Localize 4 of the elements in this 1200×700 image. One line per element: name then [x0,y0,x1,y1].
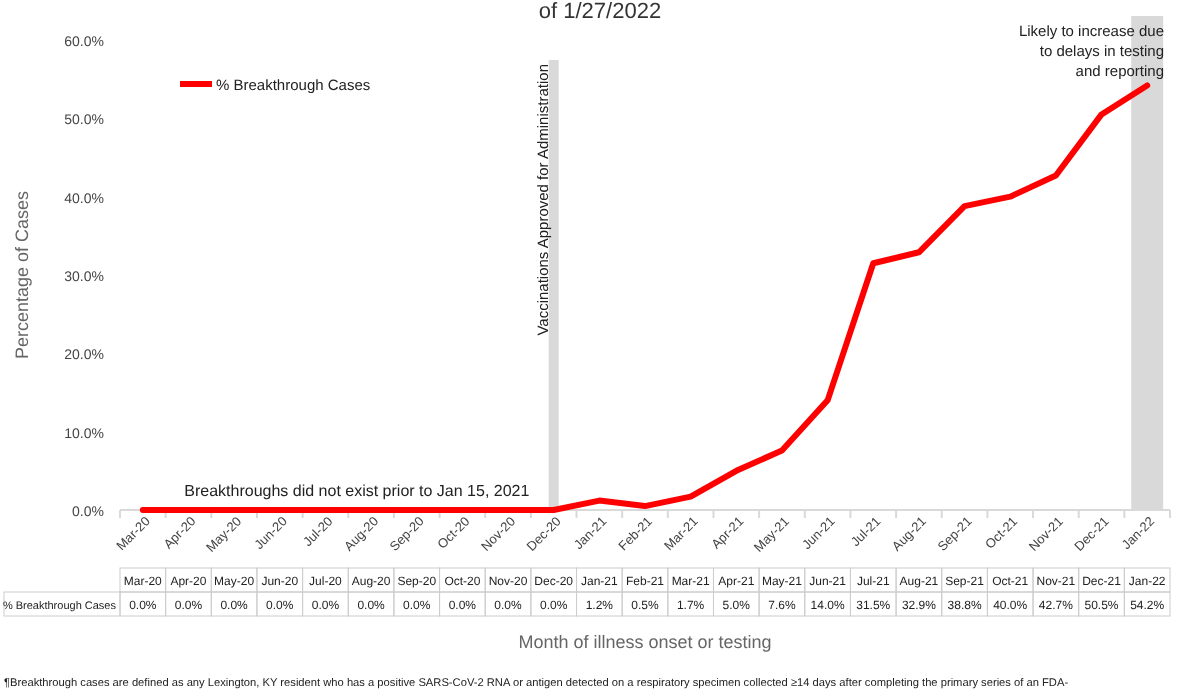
chart-title: of 1/27/2022 [538,0,662,24]
annotation: Breakthroughs did not exist prior to Jan 15, 2021 [184,482,531,500]
x-axis-title: Month of illness onset or testing [518,632,772,652]
y-axis-title: Percentage of Cases [12,189,32,360]
